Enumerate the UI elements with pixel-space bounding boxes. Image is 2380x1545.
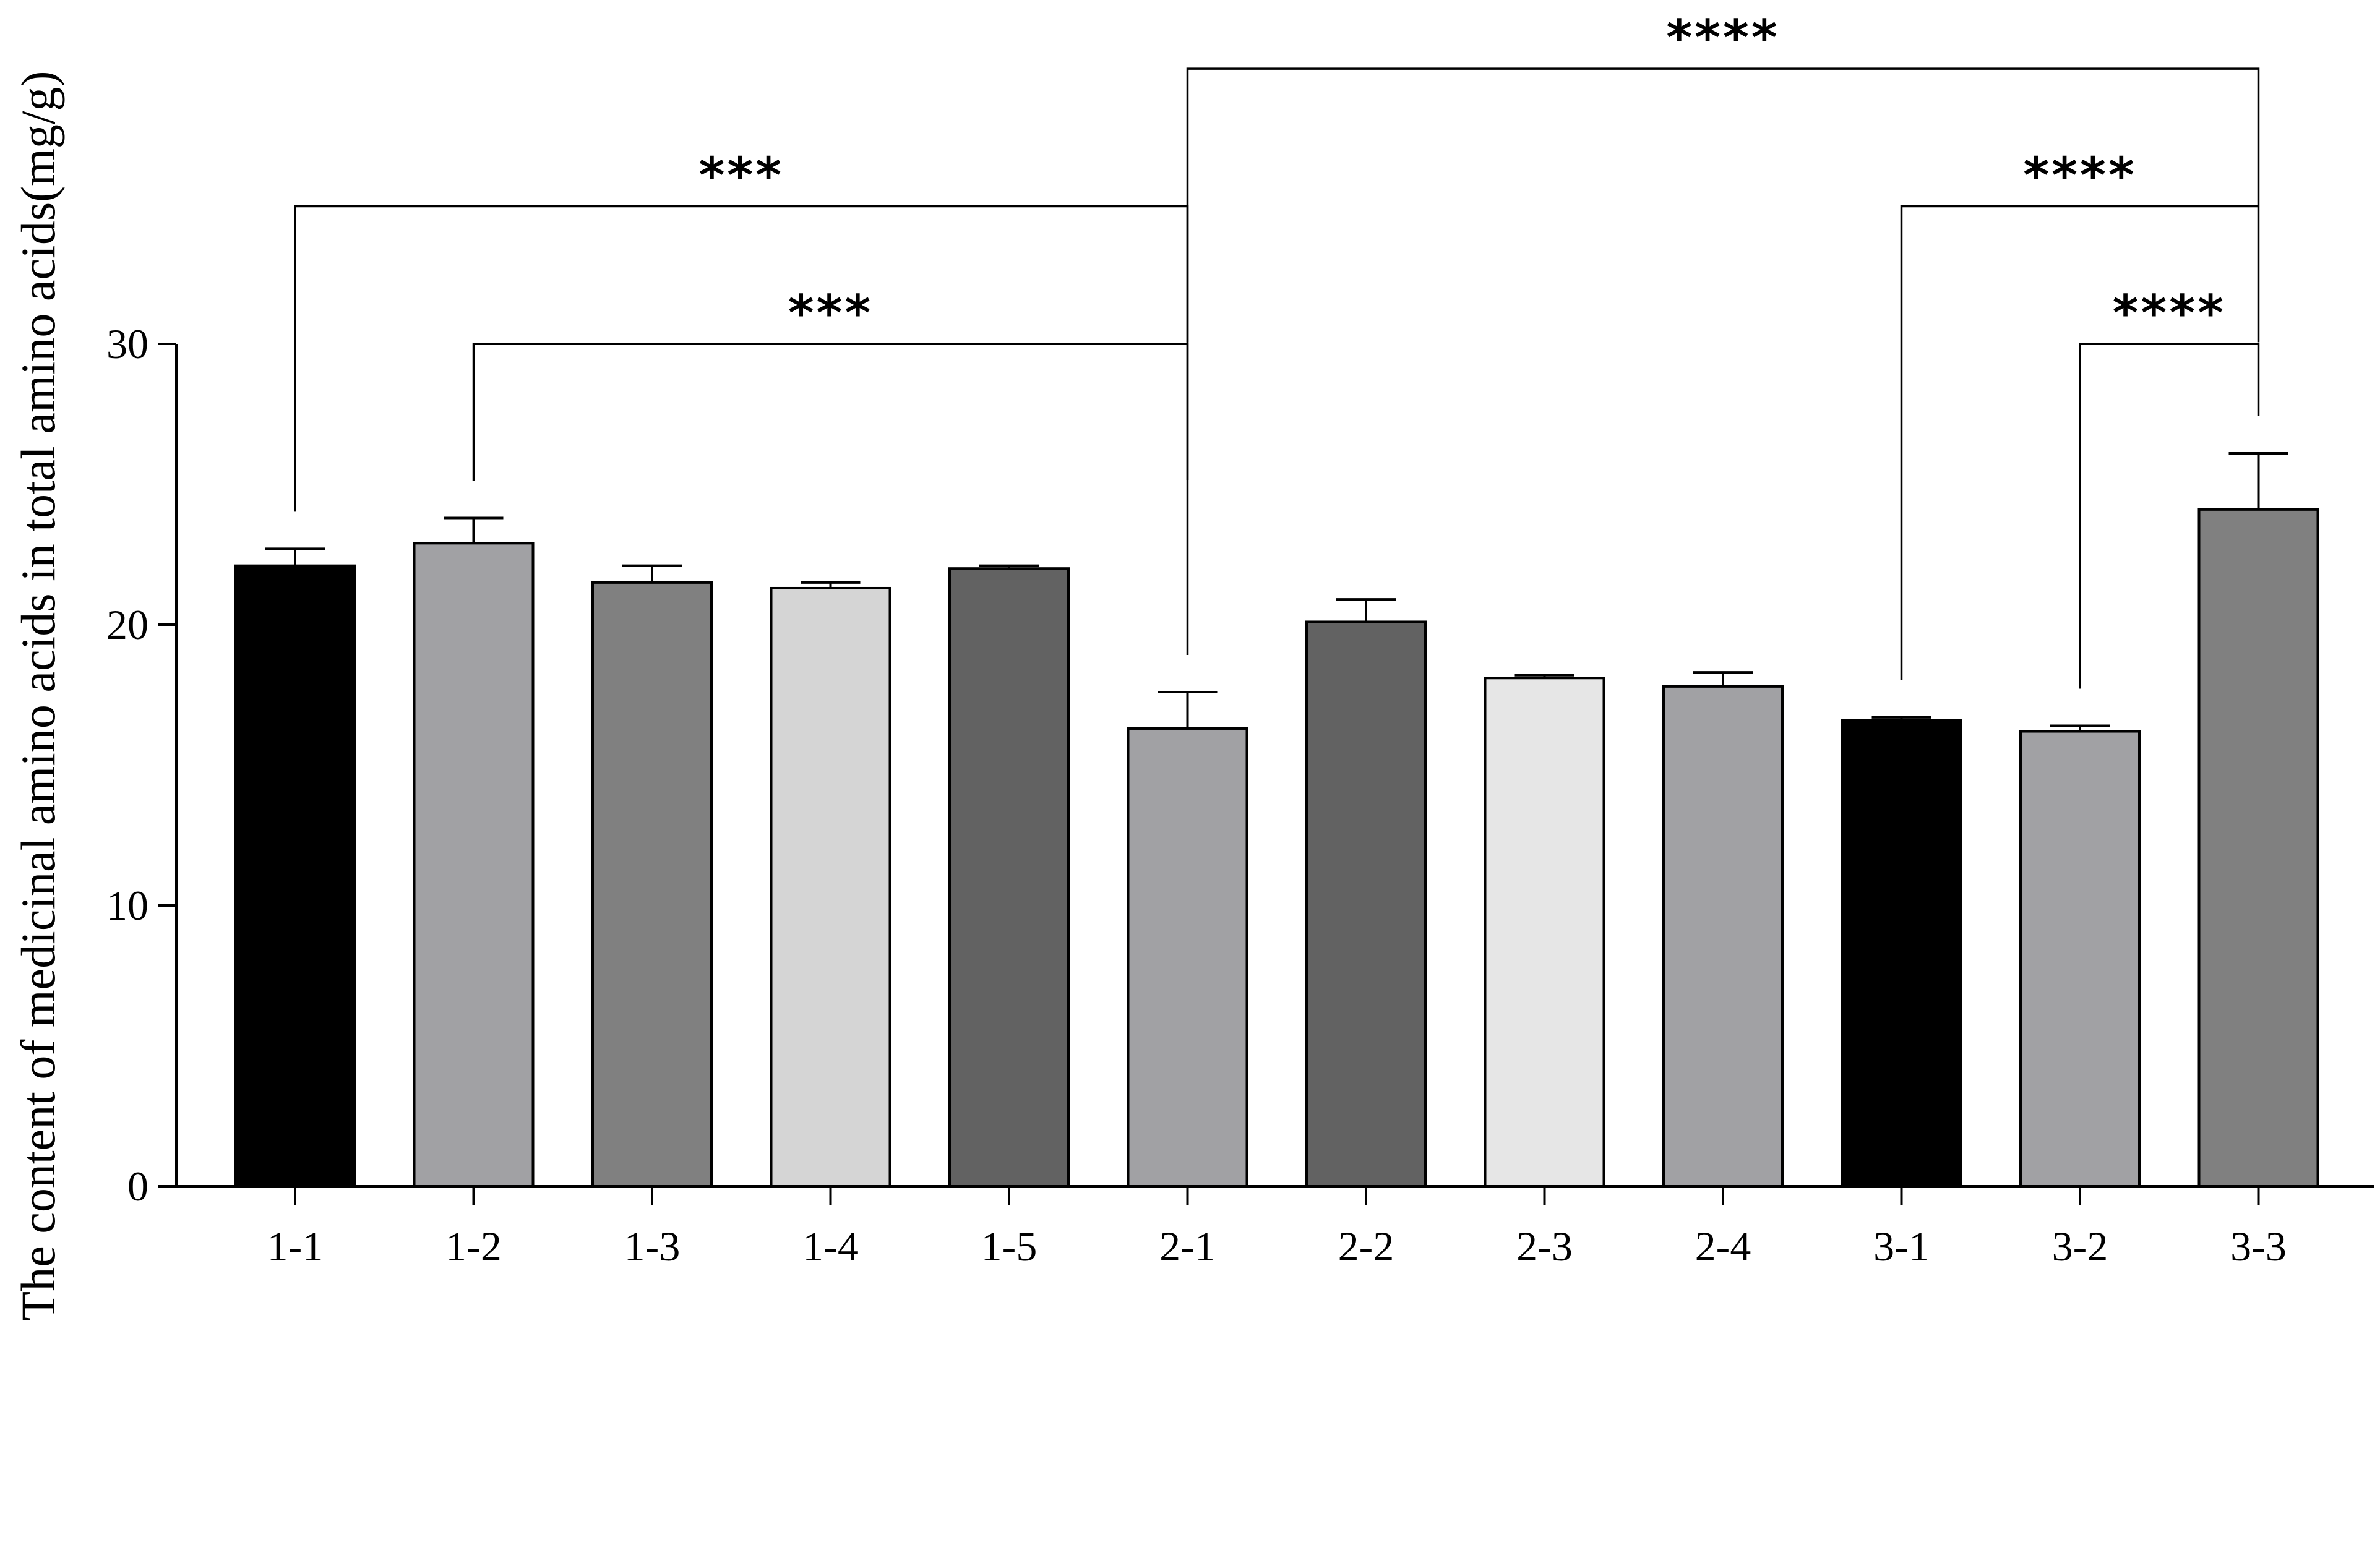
y-ticks: 0 10 20 30 bbox=[106, 320, 176, 1210]
bar-2-2 bbox=[1305, 620, 1427, 1188]
bar-3-2 bbox=[2019, 730, 2141, 1188]
bar-1-5 bbox=[948, 567, 1070, 1188]
bar-1-3 bbox=[591, 581, 713, 1188]
significance-label: **** bbox=[1666, 9, 1779, 67]
x-ticks: 1-1 1-2 1-3 1-4 1-5 2-1 2-2 2-3 2-4 3-1 3-2 3-3 bbox=[267, 1186, 2287, 1270]
x-tick-label: 1-5 bbox=[981, 1223, 1037, 1270]
bars bbox=[234, 508, 2319, 1188]
x-tick-label: 3-3 bbox=[2230, 1223, 2287, 1270]
x-tick-label: 3-1 bbox=[1873, 1223, 1930, 1270]
bar-1-1 bbox=[234, 564, 356, 1188]
bar-1-4 bbox=[770, 586, 891, 1188]
significance-brackets: ****************** bbox=[294, 9, 2260, 689]
y-axis-title: The content of medicinal amino acids in … bbox=[11, 71, 65, 1321]
significance-bracket bbox=[2079, 343, 2260, 689]
significance-label: **** bbox=[2023, 147, 2136, 205]
y-tick-label: 0 bbox=[127, 1163, 148, 1210]
bar-2-4 bbox=[1662, 685, 1784, 1188]
x-tick-label: 2-1 bbox=[1159, 1223, 1216, 1270]
axes bbox=[175, 344, 2374, 1188]
bar-1-2 bbox=[413, 542, 535, 1188]
x-tick-label: 1-4 bbox=[802, 1223, 859, 1270]
significance-bracket bbox=[1900, 205, 2260, 680]
significance-label: *** bbox=[698, 147, 784, 205]
bar-2-3 bbox=[1484, 677, 1605, 1188]
x-tick-label: 2-3 bbox=[1516, 1223, 1573, 1270]
y-tick-label: 20 bbox=[106, 601, 148, 648]
x-tick-label: 2-2 bbox=[1338, 1223, 1394, 1270]
y-tick-label: 10 bbox=[106, 882, 148, 929]
significance-bracket bbox=[472, 343, 1189, 481]
bar-3-3 bbox=[2197, 508, 2319, 1188]
significance-label: **** bbox=[2113, 285, 2226, 342]
bar-3-1 bbox=[1841, 719, 1962, 1188]
bar-2-1 bbox=[1127, 727, 1248, 1188]
x-tick-label: 1-2 bbox=[445, 1223, 502, 1270]
x-tick-label: 1-1 bbox=[267, 1223, 324, 1270]
significance-bracket bbox=[1186, 67, 2260, 655]
error-bars bbox=[265, 452, 2288, 732]
y-tick-label: 30 bbox=[106, 320, 148, 367]
significance-label: *** bbox=[788, 285, 874, 342]
x-tick-label: 2-4 bbox=[1695, 1223, 1751, 1270]
x-tick-label: 1-3 bbox=[624, 1223, 681, 1270]
x-tick-label: 3-2 bbox=[2052, 1223, 2108, 1270]
significance-bracket bbox=[294, 205, 1189, 512]
